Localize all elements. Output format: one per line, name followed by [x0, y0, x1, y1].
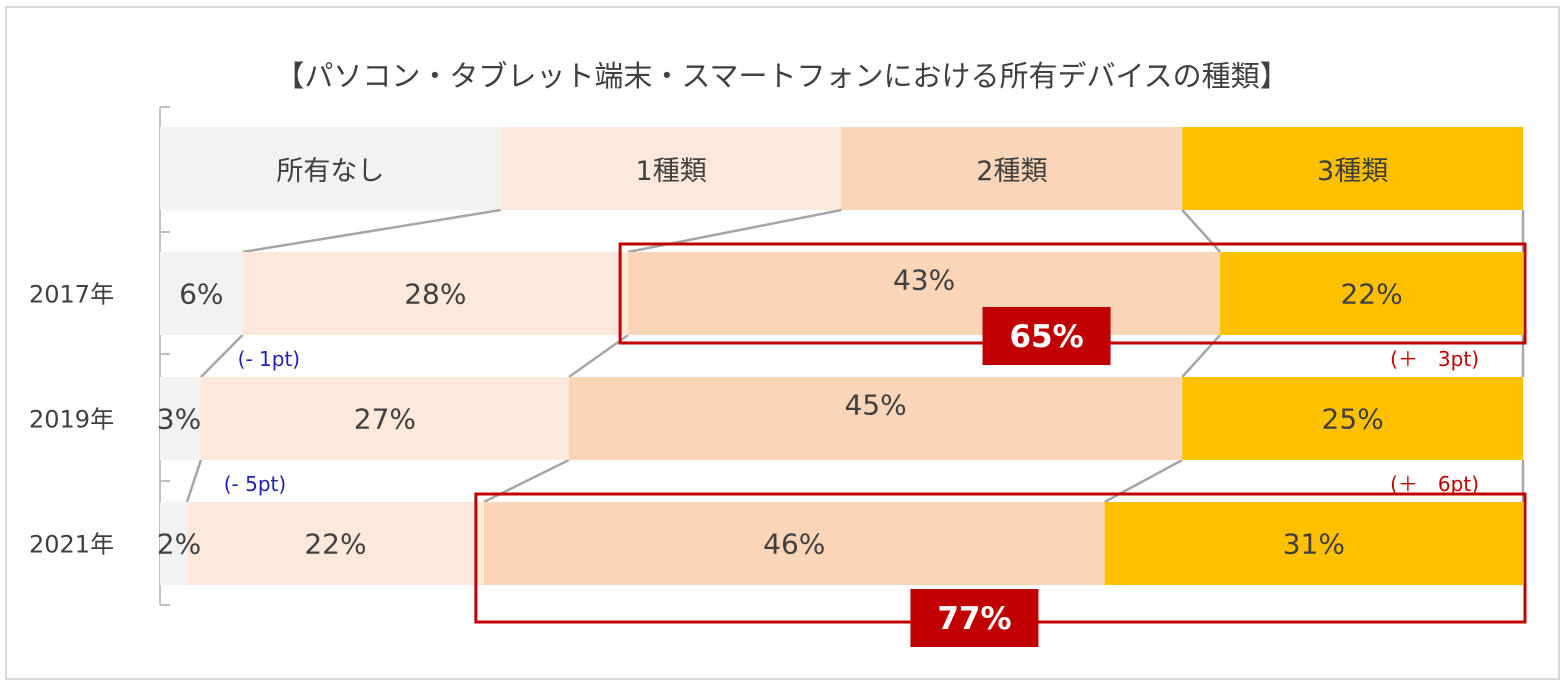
bar-segment	[242, 252, 629, 335]
bar-segment	[483, 502, 1105, 585]
value-label: 27%	[354, 403, 416, 436]
legend: 所有なし 1種類 2種類 3種類	[160, 127, 1523, 210]
value-label: 6%	[179, 278, 223, 311]
value-label: 22%	[1340, 278, 1402, 311]
value-label: 43%	[893, 264, 955, 297]
legend-label: 1種類	[636, 156, 707, 187]
year-labels: 2017年 2019年 2021年	[29, 281, 114, 559]
connector-line	[1104, 458, 1183, 504]
stacked-bar-chart: 【パソコン・タブレット端末・スマートフォンにおける所有デバイスの種類】 所有なし…	[29, 59, 1527, 647]
delta-annotation: (＋ 6pt)	[1390, 472, 1479, 496]
chart-title: 【パソコン・タブレット端末・スマートフォンにおける所有デバイスの種類】	[275, 59, 1288, 93]
bar-segment	[200, 377, 569, 460]
legend-label: 3種類	[1317, 156, 1388, 187]
bar-segment	[1182, 377, 1523, 460]
category-label: 2021年	[29, 531, 114, 559]
delta-annotation: (- 5pt)	[224, 472, 286, 496]
bar-segment	[160, 502, 187, 585]
connector-line	[242, 208, 501, 254]
value-label: 45%	[844, 389, 906, 422]
value-label: 31%	[1283, 528, 1345, 561]
connector-line	[483, 458, 570, 504]
legend-swatch	[841, 127, 1183, 210]
delta-annotation: (- 1pt)	[238, 347, 300, 371]
category-label: 2017年	[29, 281, 114, 309]
connector-line	[1181, 209, 1222, 253]
connector-line	[185, 459, 203, 503]
bar-segment	[628, 252, 1221, 335]
bar-segment	[1220, 252, 1523, 335]
chart-frame: 【パソコン・タブレット端末・スマートフォンにおける所有デバイスの種類】 所有なし…	[5, 6, 1560, 680]
total-label: 77%	[937, 601, 1011, 637]
bar-segment	[186, 502, 484, 585]
connector-line	[627, 208, 842, 254]
value-label: 22%	[304, 528, 366, 561]
value-label: 46%	[763, 528, 825, 561]
legend-swatch	[1182, 127, 1523, 210]
legend-swatch	[500, 127, 842, 210]
value-label: 3%	[157, 403, 201, 436]
bars: 6% 28% 43% 22% 3% 27% 45% 25% 2% 22% 46% 31%	[157, 252, 1523, 585]
bar-segment	[568, 377, 1183, 460]
legend-label: 所有なし	[276, 156, 384, 187]
value-label: 2%	[157, 528, 201, 561]
connector-line	[200, 334, 244, 378]
legend-swatch	[160, 127, 501, 210]
delta-annotation: (＋ 3pt)	[1390, 347, 1479, 371]
connector-line	[1181, 334, 1222, 378]
bar-segment	[160, 377, 201, 460]
total-highlights: 65% 77%	[474, 242, 1527, 647]
category-label: 2019年	[29, 406, 114, 434]
legend-label: 2種類	[976, 156, 1047, 187]
total-badge	[982, 307, 1111, 365]
bar-segment	[1104, 502, 1523, 585]
bar-segment	[160, 252, 243, 335]
delta-annotations: (- 1pt) (- 5pt) (＋ 3pt) (＋ 6pt)	[224, 347, 1479, 496]
axis-ticks	[160, 106, 170, 606]
total-label: 65%	[1009, 319, 1083, 355]
connector-line	[568, 333, 629, 379]
value-label: 25%	[1322, 403, 1384, 436]
total-badge	[910, 589, 1039, 647]
value-label: 28%	[404, 278, 466, 311]
